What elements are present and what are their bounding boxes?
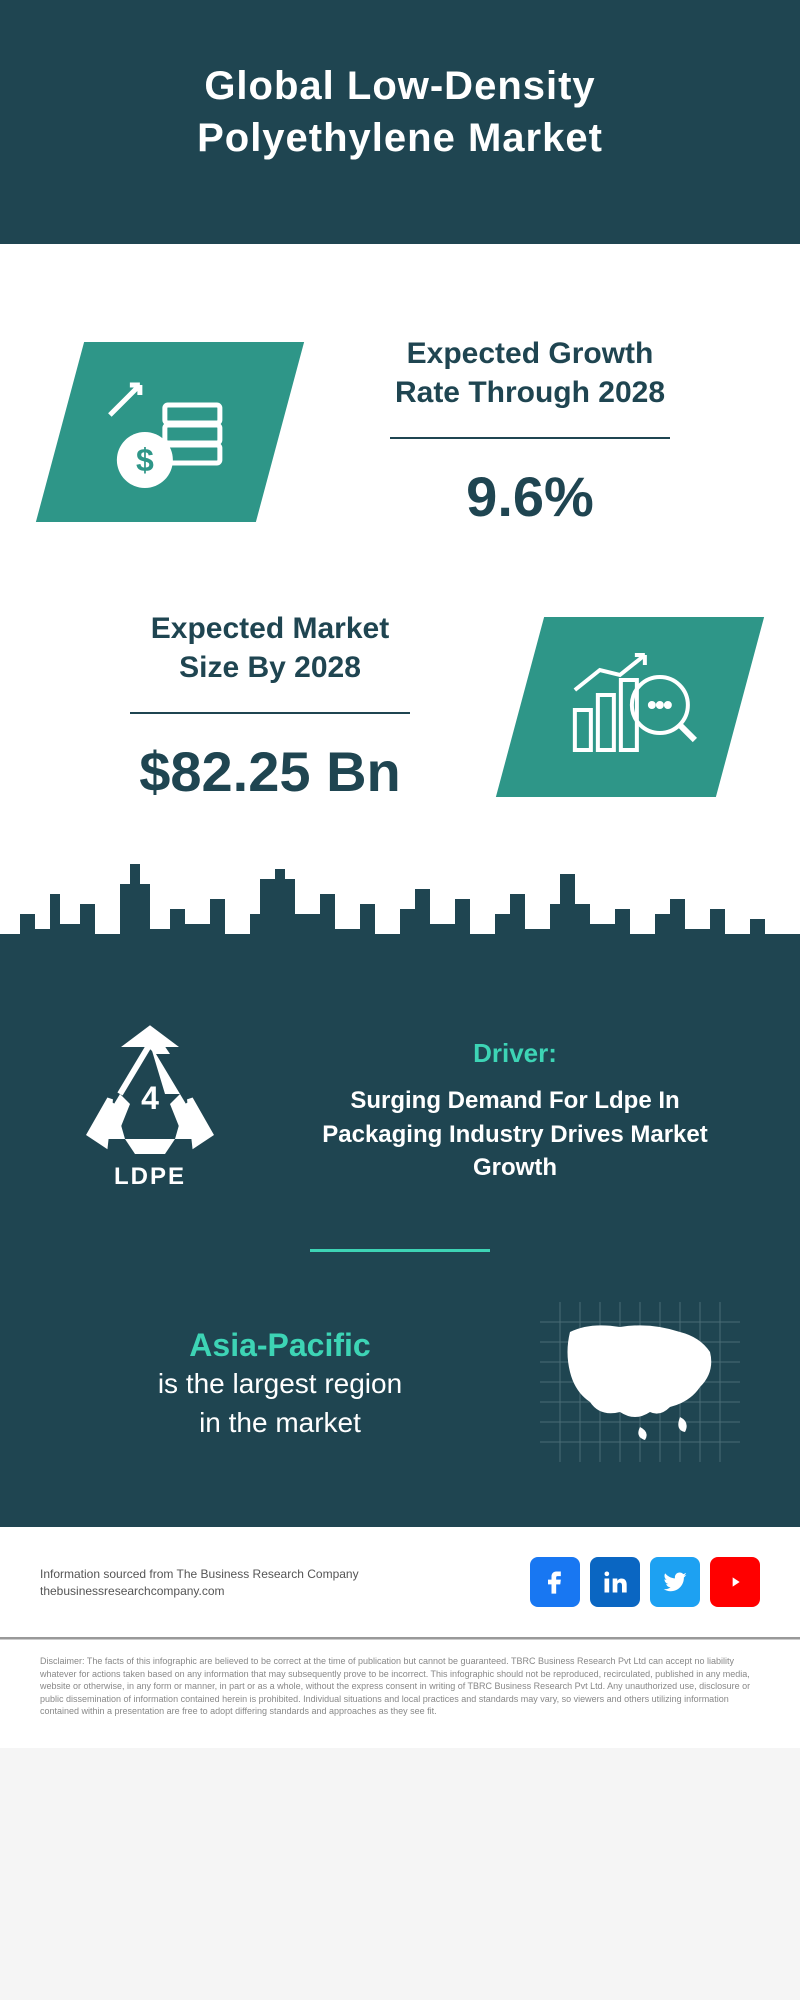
market-text-block: Expected Market Size By 2028 $82.25 Bn: [60, 609, 480, 804]
youtube-icon[interactable]: [710, 1557, 760, 1607]
social-icons: [530, 1557, 760, 1607]
region-text-block: Asia-Pacific is the largest region in th…: [60, 1327, 500, 1442]
facebook-icon[interactable]: [530, 1557, 580, 1607]
region-highlight: Asia-Pacific: [60, 1327, 500, 1364]
divider: [130, 712, 410, 714]
linkedin-icon[interactable]: [590, 1557, 640, 1607]
teal-divider: [310, 1249, 490, 1252]
growth-rate-section: $ Expected Growth Rate Through 2028 9.6%: [0, 284, 800, 569]
market-icon-container: [496, 617, 764, 797]
chart-analysis-icon: [560, 639, 700, 774]
spacer: [0, 244, 800, 284]
growth-label: Expected Growth Rate Through 2028: [320, 334, 740, 412]
ldpe-recycle-icon: 4 LDPE: [60, 1024, 240, 1199]
footer-source: Information sourced from The Business Re…: [40, 1567, 359, 1581]
market-value: $82.25 Bn: [60, 739, 480, 804]
driver-row: 4 LDPE Driver: Surging Demand For Ldpe I…: [60, 1024, 740, 1199]
title-line-2: Polyethylene Market: [197, 116, 603, 160]
twitter-icon[interactable]: [650, 1557, 700, 1607]
svg-text:$: $: [136, 441, 154, 477]
footer-url: thebusinessresearchcompany.com: [40, 1584, 359, 1598]
svg-text:4: 4: [141, 1080, 159, 1116]
svg-text:LDPE: LDPE: [114, 1163, 186, 1190]
main-title: Global Low-Density Polyethylene Market: [40, 60, 760, 164]
driver-body: Surging Demand For Ldpe In Packaging Ind…: [290, 1084, 740, 1185]
region-row: Asia-Pacific is the largest region in th…: [60, 1302, 740, 1467]
infographic-container: Global Low-Density Polyethylene Market $: [0, 0, 800, 1748]
footer-section: Information sourced from The Business Re…: [0, 1527, 800, 1639]
title-line-1: Global Low-Density: [204, 64, 595, 108]
divider: [390, 437, 670, 439]
growth-icon-container: $: [36, 342, 304, 522]
footer-text: Information sourced from The Business Re…: [40, 1567, 359, 1598]
header-section: Global Low-Density Polyethylene Market: [0, 0, 800, 244]
skyline-graphic: [0, 854, 800, 974]
money-growth-icon: $: [100, 364, 240, 499]
region-body: is the largest region in the market: [60, 1364, 500, 1442]
asia-pacific-map-icon: [540, 1302, 740, 1467]
driver-text-block: Driver: Surging Demand For Ldpe In Packa…: [290, 1038, 740, 1185]
driver-label: Driver:: [290, 1038, 740, 1069]
market-label: Expected Market Size By 2028: [60, 609, 480, 687]
dark-section: 4 LDPE Driver: Surging Demand For Ldpe I…: [0, 974, 800, 1527]
growth-text-block: Expected Growth Rate Through 2028 9.6%: [320, 334, 740, 529]
disclaimer-text: Disclaimer: The facts of this infographi…: [0, 1639, 800, 1748]
growth-value: 9.6%: [320, 464, 740, 529]
market-size-section: Expected Market Size By 2028 $82.25 Bn: [0, 569, 800, 854]
